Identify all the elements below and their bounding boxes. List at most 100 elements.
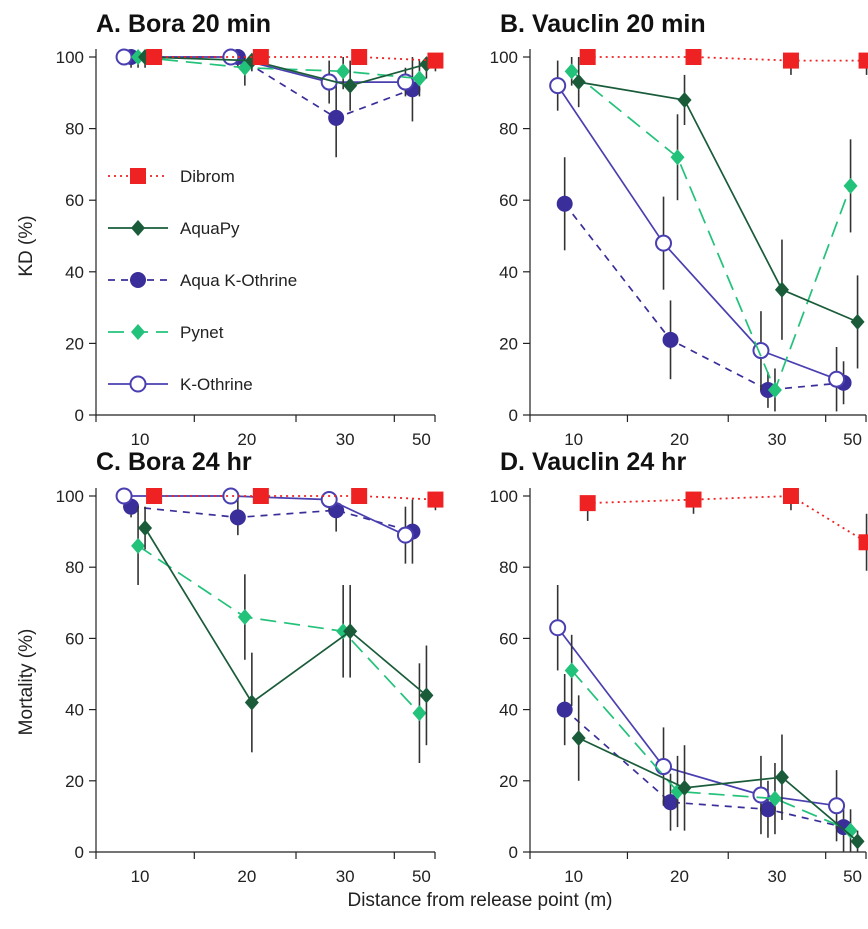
- panel-title: A. Bora 20 min: [96, 10, 271, 38]
- y-tick-label: 80: [65, 120, 84, 139]
- legend-item-k-othrine: K-Othrine: [108, 375, 253, 394]
- data-point: [146, 49, 163, 65]
- y-tick-label: 20: [65, 334, 84, 353]
- series-line: [557, 627, 837, 807]
- data-point: [774, 769, 789, 786]
- data-point: [146, 488, 163, 504]
- data-point: [782, 488, 799, 504]
- data-point: [115, 48, 133, 66]
- data-point: [782, 52, 799, 69]
- panel-title: C. Bora 24 hr: [96, 448, 252, 476]
- data-point: [662, 794, 679, 811]
- legend-marker: [130, 168, 146, 184]
- x-tick-label: 50: [843, 867, 862, 886]
- data-point: [828, 797, 846, 815]
- y-tick-label: 100: [56, 48, 84, 67]
- data-point: [252, 488, 269, 504]
- data-point: [343, 623, 358, 640]
- panel-c: C. Bora 24 hr 0 20 40 60 80 100 10 20 30 50: [56, 448, 444, 886]
- series-k-othrine: [549, 585, 846, 842]
- panel-title: D. Vauclin 24 hr: [500, 448, 686, 476]
- data-point: [343, 77, 358, 94]
- data-point: [767, 790, 782, 807]
- data-point: [336, 63, 351, 80]
- series-line: [564, 708, 844, 828]
- data-point: [685, 491, 702, 508]
- series-line: [571, 70, 852, 393]
- data-point: [850, 313, 865, 330]
- data-point: [427, 491, 444, 508]
- data-point: [670, 149, 685, 166]
- series-aquapy: [138, 506, 434, 753]
- series-line: [564, 203, 844, 391]
- data-point: [685, 49, 702, 65]
- y-axis-label-top: KD (%): [16, 215, 37, 276]
- data-point: [328, 109, 345, 126]
- data-point: [131, 537, 146, 554]
- data-point: [320, 491, 338, 509]
- data-point: [828, 370, 846, 388]
- y-tick-label: 40: [65, 701, 84, 720]
- data-point: [549, 619, 567, 637]
- series-line: [578, 81, 858, 323]
- legend-item-dibrom: Dibrom: [108, 167, 235, 186]
- series-pynet: [564, 57, 858, 412]
- series-dibrom: [146, 49, 444, 72]
- x-axis-label: Distance from release point (m): [347, 890, 612, 911]
- data-point: [252, 49, 269, 65]
- legend-item-aqua-k-othrine: Aqua K-Othrine: [108, 271, 297, 290]
- series-aquapy: [138, 49, 434, 111]
- data-point: [662, 331, 679, 348]
- data-point: [556, 701, 573, 718]
- x-tick-label: 20: [670, 867, 689, 886]
- series-pynet: [131, 506, 427, 763]
- legend-marker: [131, 324, 145, 340]
- series-k-othrine: [549, 60, 846, 412]
- y-tick-label: 0: [509, 843, 518, 862]
- data-point: [759, 801, 776, 818]
- x-tick-label: 20: [237, 430, 256, 449]
- legend-label: K-Othrine: [180, 375, 253, 394]
- x-tick-label: 30: [336, 430, 355, 449]
- series-aquapy: [571, 57, 865, 369]
- series-line: [145, 56, 427, 87]
- data-point: [222, 48, 240, 66]
- data-point: [767, 381, 782, 398]
- y-tick-label: 80: [65, 558, 84, 577]
- y-tick-label: 0: [509, 406, 518, 425]
- legend-label: Dibrom: [180, 167, 235, 186]
- x-tick-label: 50: [843, 430, 862, 449]
- data-point: [843, 177, 858, 194]
- series-line: [144, 527, 427, 704]
- y-tick-label: 0: [75, 843, 84, 862]
- legend-item-aquapy: AquaPy: [108, 219, 240, 238]
- y-tick-label: 20: [65, 772, 84, 791]
- data-point: [655, 234, 673, 252]
- data-point: [858, 534, 868, 551]
- legend-label: Aqua K-Othrine: [180, 271, 297, 290]
- x-tick-label: 20: [237, 867, 256, 886]
- data-point: [427, 52, 444, 69]
- x-tick-label: 50: [412, 867, 431, 886]
- data-point: [138, 520, 153, 537]
- y-tick-label: 60: [499, 191, 518, 210]
- series-line: [138, 56, 420, 80]
- x-tick-label: 30: [767, 867, 786, 886]
- x-tick-label: 10: [131, 867, 150, 886]
- data-point: [237, 609, 252, 626]
- data-point: [850, 833, 865, 850]
- series-aquapy: [571, 695, 865, 852]
- y-tick-label: 20: [499, 334, 518, 353]
- data-point: [774, 281, 789, 298]
- y-tick-label: 60: [499, 629, 518, 648]
- legend-marker: [129, 375, 147, 393]
- data-point: [564, 63, 579, 80]
- x-tick-label: 50: [412, 430, 431, 449]
- series-line: [587, 56, 867, 62]
- y-tick-label: 40: [499, 263, 518, 282]
- series-pynet: [131, 49, 427, 97]
- data-point: [579, 495, 596, 512]
- series-line: [571, 669, 851, 832]
- data-point: [115, 487, 133, 505]
